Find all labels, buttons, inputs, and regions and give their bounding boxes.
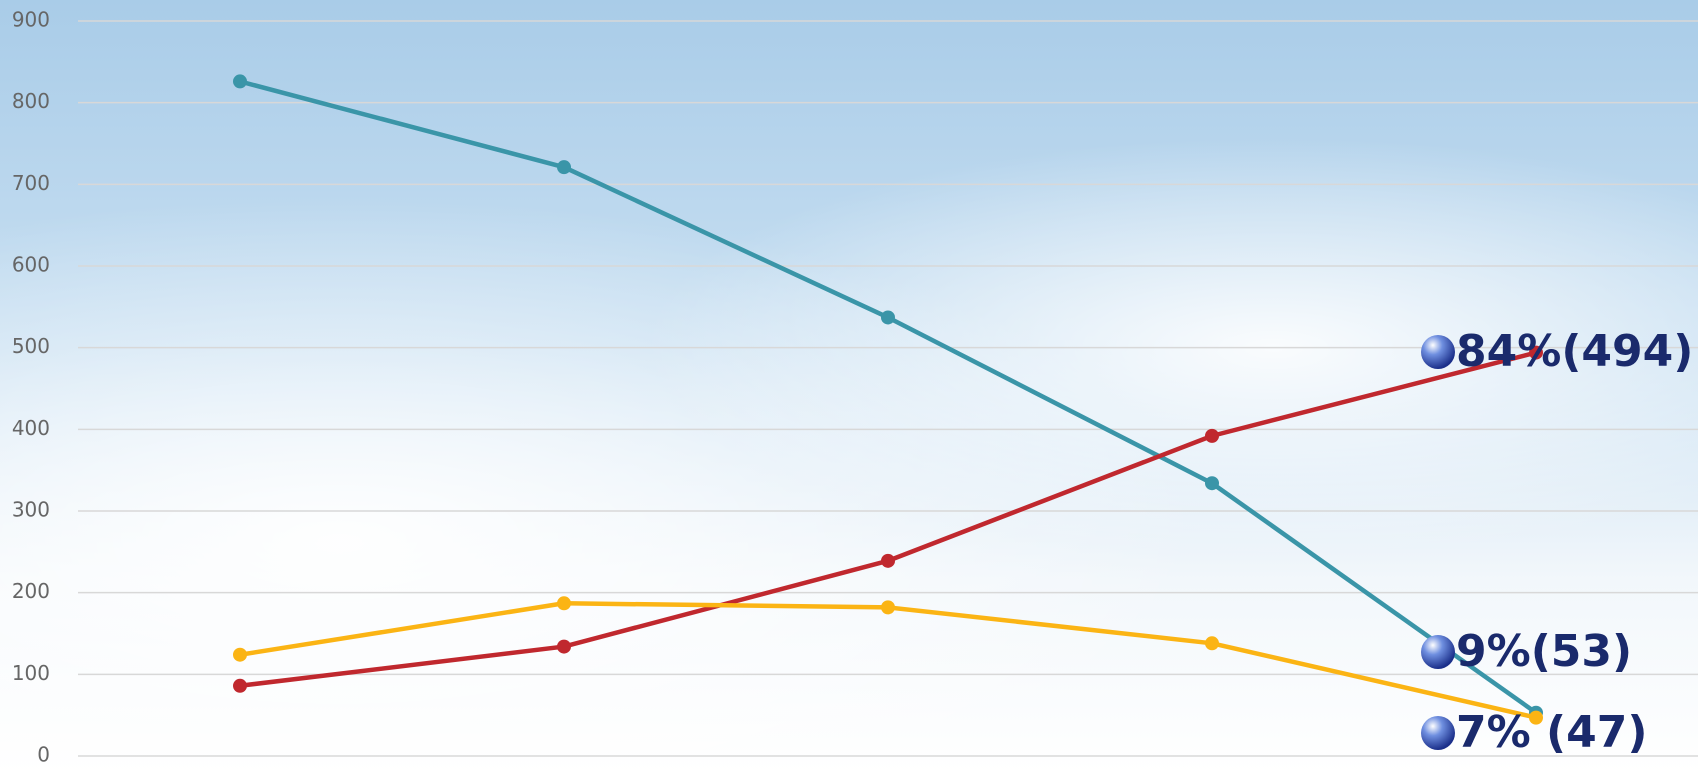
y-tick-label: 400	[12, 416, 50, 440]
y-tick-label: 700	[12, 171, 50, 195]
data-point	[1529, 710, 1543, 725]
data-point	[881, 600, 895, 615]
data-point	[557, 639, 571, 654]
data-point	[881, 310, 895, 325]
label-icon	[1421, 716, 1455, 750]
y-tick-label: 600	[12, 253, 50, 277]
y-tick-label: 300	[12, 498, 50, 522]
data-point	[881, 553, 895, 568]
y-tick-label: 500	[12, 334, 50, 358]
y-tick-label: 800	[12, 89, 50, 113]
data-point	[233, 678, 247, 693]
series-line	[239, 79, 1538, 715]
label-icon	[1421, 335, 1455, 369]
data-point	[233, 647, 247, 662]
data-point	[1205, 636, 1219, 651]
series-line	[239, 350, 1537, 689]
data-point	[557, 596, 571, 611]
y-tick-label: 200	[12, 579, 50, 603]
data-point	[1205, 428, 1219, 443]
y-tick-label: 100	[12, 661, 50, 685]
data-point	[233, 74, 247, 89]
data-label: 84%(494)	[1456, 326, 1693, 377]
data-point	[557, 160, 571, 175]
label-icon	[1421, 635, 1455, 669]
data-label: 9%(53)	[1456, 626, 1632, 677]
y-tick-label: 0	[37, 743, 50, 767]
y-tick-label: 900	[12, 8, 50, 32]
data-point	[1205, 476, 1219, 491]
data-point	[1529, 345, 1543, 360]
data-label: 7% (47)	[1456, 707, 1647, 758]
